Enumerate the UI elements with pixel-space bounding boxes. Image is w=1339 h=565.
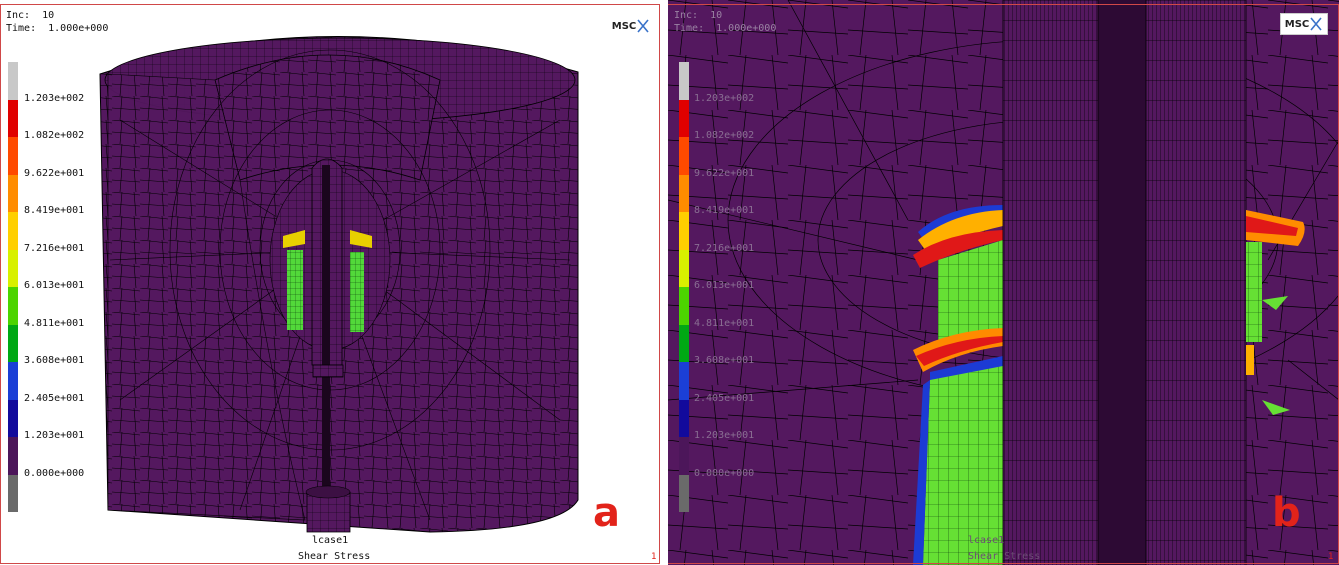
legend-swatch (679, 324, 689, 362)
legend-tick-label: 3.608e+001 (24, 355, 85, 366)
legend-swatch (8, 362, 18, 400)
legend-swatch (8, 399, 18, 437)
msc-x-icon (637, 19, 649, 33)
legend-swatch (679, 212, 689, 250)
panel-a-model-render (99, 36, 579, 533)
time-label: Time: 1.000e+000 (6, 23, 109, 34)
legend-tick-label: 1.203e+001 (24, 430, 85, 441)
legend-swatch (679, 174, 689, 212)
time-label: Time: 1.000e+000 (674, 23, 777, 34)
legend-swatch (8, 249, 18, 287)
legend-swatch (679, 362, 689, 400)
panel-divider (662, 0, 668, 565)
legend-swatch (8, 137, 18, 175)
legend-tick-label: 8.419e+001 (694, 205, 755, 216)
msc-logo: MSC (608, 16, 654, 36)
loadcase-label: lcase1 (312, 535, 349, 546)
legend-tick-label: 9.622e+001 (694, 167, 755, 179)
legend-swatch (8, 437, 18, 475)
legend-tick-label: 6.013e+001 (24, 280, 85, 291)
legend-swatch (679, 99, 689, 137)
legend-tick-label: 1.082e+002 (24, 130, 85, 141)
panel-b-viewport[interactable]: Inc: 10 Time: 1.000e+000 MSC 1.203e+002 1… (668, 0, 1339, 565)
corner-number: 1 (651, 552, 657, 562)
legend-tick-label: 4.811e+001 (694, 317, 755, 329)
legend-swatch (8, 474, 18, 512)
legend-swatch (679, 437, 689, 475)
panel-letter-b: b (1272, 490, 1301, 536)
result-name-label: Shear Stress (298, 551, 371, 562)
color-legend-bar (8, 62, 18, 512)
legend-swatch (679, 474, 689, 512)
legend-tick-label: 9.622e+001 (24, 167, 85, 179)
legend-tick-label: 0.000e+000 (694, 467, 755, 479)
legend-tick-label: 8.419e+001 (24, 205, 85, 216)
color-legend-bar (679, 62, 689, 512)
legend-swatch (8, 287, 18, 325)
legend-tick-label: 1.203e+002 (694, 92, 755, 104)
loadcase-label: lcase1 (968, 535, 1005, 546)
legend-swatch (679, 249, 689, 287)
legend-tick-label: 7.216e+001 (24, 242, 85, 254)
result-name-label: Shear Stress (968, 551, 1041, 562)
legend-tick-label: 4.811e+001 (24, 317, 85, 329)
legend-swatch (8, 62, 18, 100)
msc-logo: MSC (1280, 13, 1328, 35)
panel-letter-a: a (593, 490, 620, 536)
corner-number: 1 (1328, 552, 1334, 562)
legend-swatch (8, 212, 18, 250)
legend-swatch (8, 174, 18, 212)
legend-tick-label: 6.013e+001 (694, 280, 755, 291)
legend-tick-label: 1.082e+002 (694, 130, 755, 141)
legend-tick-label: 2.405e+001 (694, 392, 755, 404)
legend-swatch (679, 399, 689, 437)
inc-label: Inc: 10 (674, 10, 723, 21)
legend-swatch (8, 99, 18, 137)
legend-swatch (8, 324, 18, 362)
legend-swatch (679, 137, 689, 175)
legend-tick-label: 0.000e+000 (24, 467, 85, 479)
legend-tick-label: 3.608e+001 (694, 355, 755, 366)
legend-swatch (679, 62, 689, 100)
inc-label: Inc: 10 (6, 10, 55, 21)
legend-tick-label: 7.216e+001 (694, 242, 755, 254)
panel-a-viewport[interactable]: Inc: 10 Time: 1.000e+000 MSC 1.203e+002 1… (0, 0, 662, 565)
legend-tick-label: 1.203e+001 (694, 430, 755, 441)
legend-tick-label: 2.405e+001 (24, 392, 85, 404)
panel-b-model-render (668, 0, 1339, 565)
msc-x-icon (1310, 17, 1322, 31)
legend-tick-label: 1.203e+002 (24, 92, 85, 104)
legend-swatch (679, 287, 689, 325)
